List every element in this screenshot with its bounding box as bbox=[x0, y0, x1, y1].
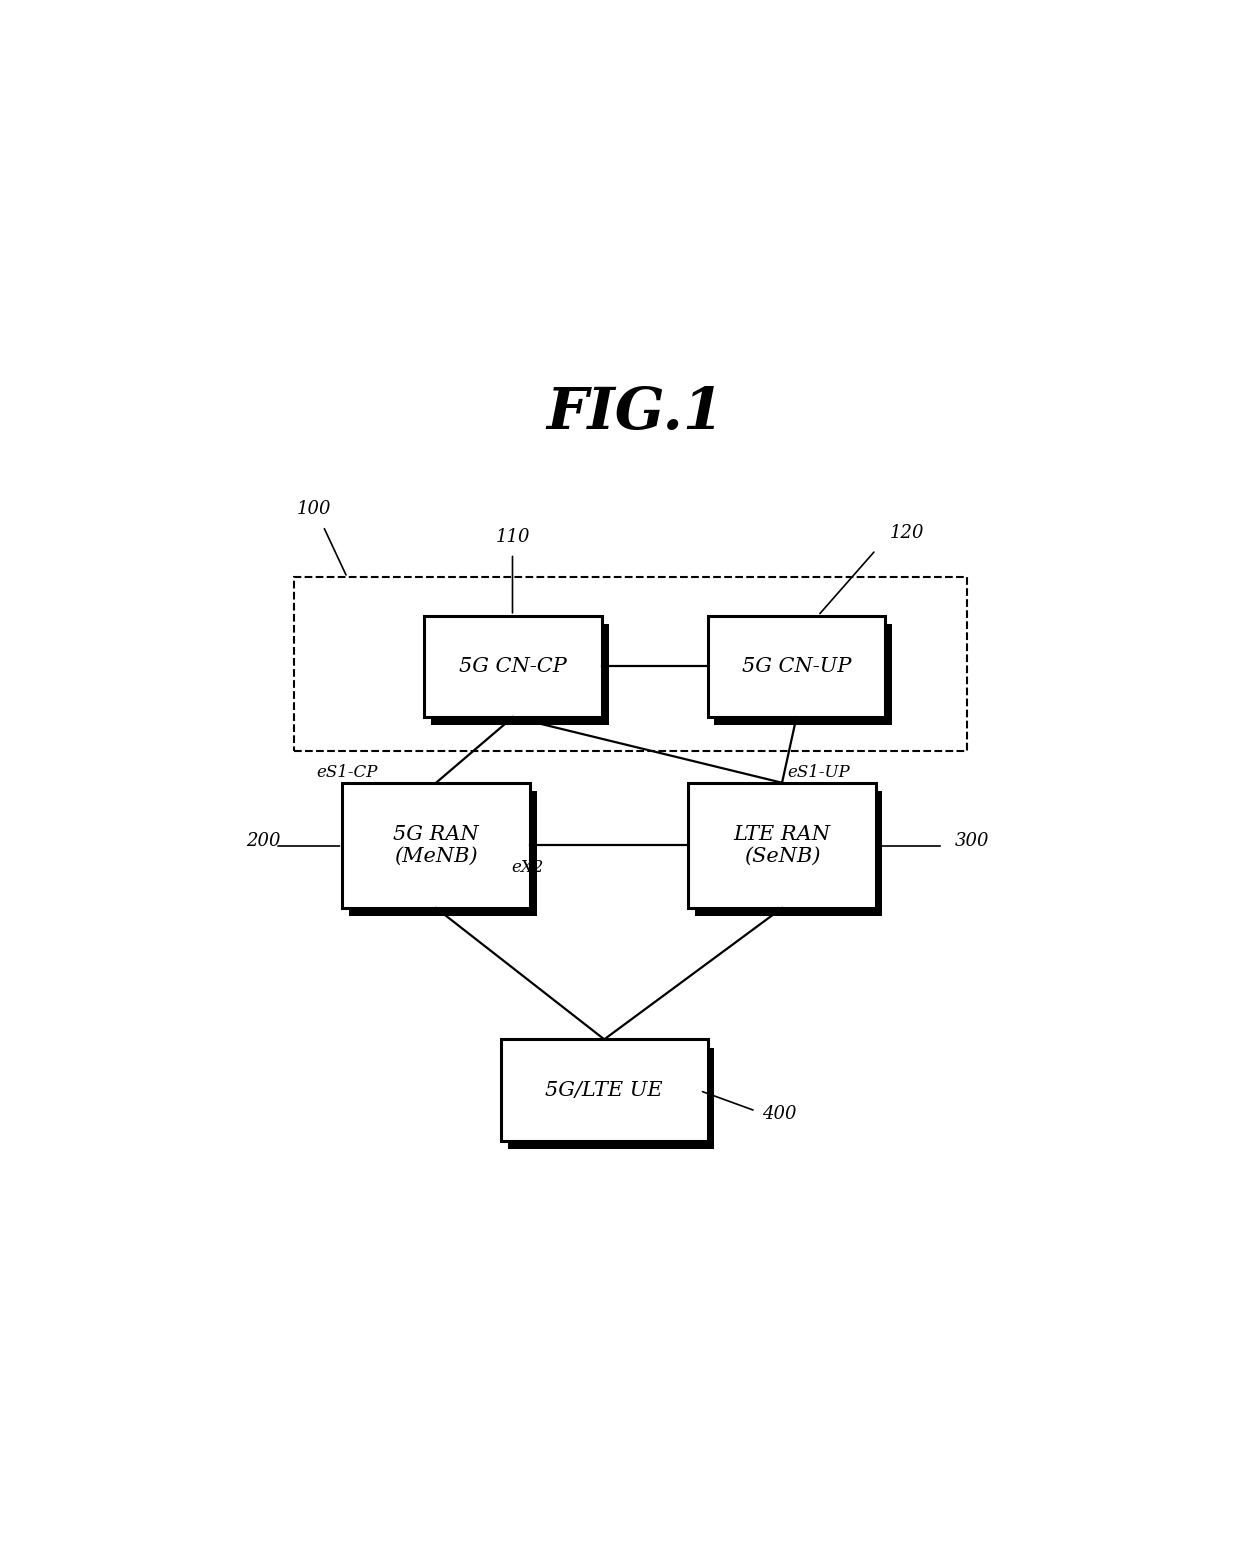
Bar bbox=[688, 783, 875, 908]
Text: eS1-UP: eS1-UP bbox=[787, 764, 849, 781]
Text: 400: 400 bbox=[763, 1105, 797, 1124]
Text: FIG.1: FIG.1 bbox=[547, 384, 724, 442]
Text: 5G/LTE UE: 5G/LTE UE bbox=[546, 1080, 663, 1099]
Text: 5G RAN
(MeNB): 5G RAN (MeNB) bbox=[393, 825, 479, 866]
Bar bbox=[696, 790, 883, 916]
Text: eX2: eX2 bbox=[512, 859, 544, 876]
Bar bbox=[507, 1048, 714, 1149]
Text: 5G CN-CP: 5G CN-CP bbox=[459, 657, 567, 676]
Bar bbox=[342, 783, 529, 908]
Bar bbox=[430, 625, 609, 725]
Bar bbox=[424, 615, 601, 718]
Text: 120: 120 bbox=[890, 524, 925, 542]
Bar bbox=[708, 615, 885, 718]
Bar bbox=[501, 1040, 708, 1141]
Bar bbox=[294, 578, 967, 750]
Text: LTE RAN
(SeNB): LTE RAN (SeNB) bbox=[734, 825, 831, 866]
Text: 200: 200 bbox=[247, 832, 280, 849]
Text: 5G CN-UP: 5G CN-UP bbox=[742, 657, 851, 676]
Text: 100: 100 bbox=[298, 501, 332, 518]
Text: eS1-CP: eS1-CP bbox=[316, 764, 378, 781]
Text: 300: 300 bbox=[955, 832, 990, 849]
Bar bbox=[714, 625, 892, 725]
Text: 110: 110 bbox=[495, 527, 529, 546]
Bar bbox=[350, 790, 537, 916]
